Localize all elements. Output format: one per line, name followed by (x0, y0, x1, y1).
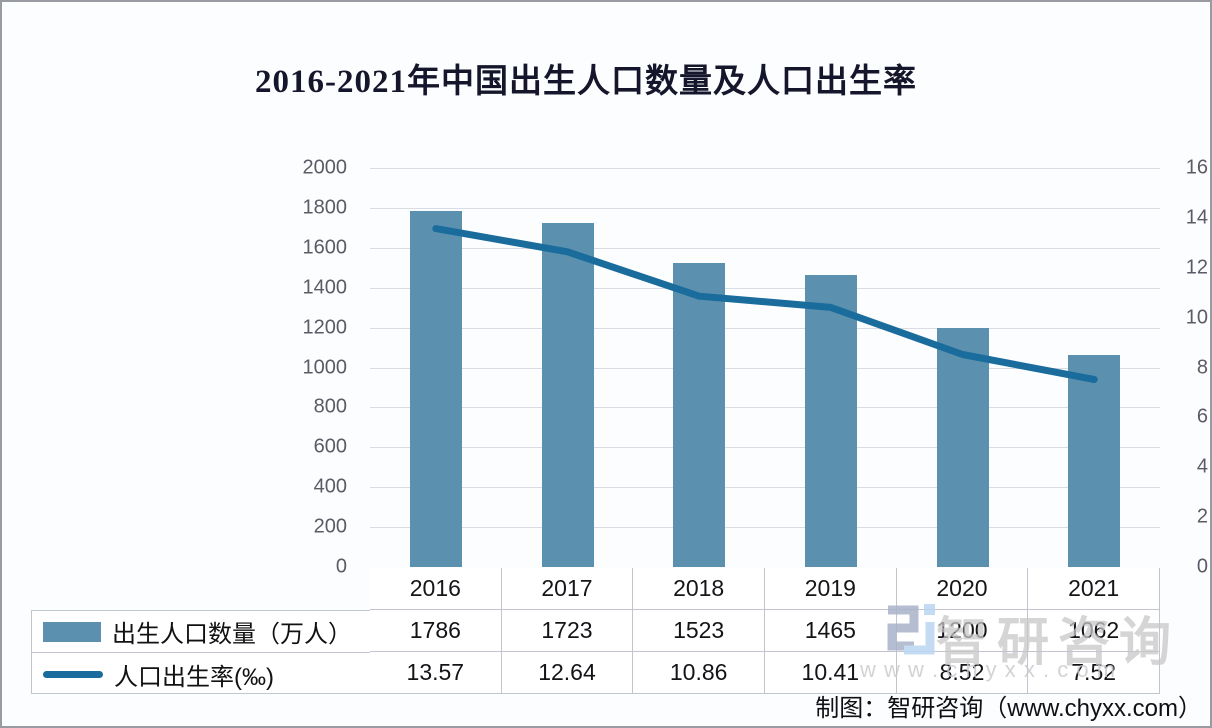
line-series-swatch (43, 670, 103, 678)
year-header-cell: 2021 (1028, 568, 1160, 610)
gridline (370, 487, 1160, 489)
bar-series-swatch (43, 621, 101, 642)
legend-row: 出生人口数量（万人） (32, 611, 370, 653)
table-value-cell: 10.86 (633, 652, 765, 694)
legend-row: 人口出生率(‰) (32, 653, 370, 695)
bar-2020 (936, 327, 989, 567)
left-axis-tick-label: 600 (313, 435, 347, 458)
table-value-cell: 8.52 (896, 652, 1029, 694)
gridline (370, 367, 1160, 369)
right-axis-tick-label: 16 (1185, 156, 1208, 179)
table-value-cell: 10.41 (765, 652, 897, 694)
right-axis-tick-label: 6 (1196, 405, 1208, 428)
birth-rate-line (432, 225, 1098, 383)
right-axis: 0 2 4 6 8 10 12 14 16 (1160, 157, 1208, 578)
gridline (370, 207, 1160, 209)
gridline (370, 447, 1160, 449)
bar-2019 (804, 274, 857, 567)
table-value-cell: 13.57 (370, 652, 502, 694)
table-value-cell: 7.52 (1028, 652, 1160, 694)
year-header-cell: 2019 (765, 568, 897, 610)
left-axis-tick-label: 1400 (302, 276, 348, 299)
year-header-cell: 2016 (370, 568, 502, 610)
table-value-cell: 1200 (896, 610, 1029, 652)
left-axis-tick-label: 1000 (302, 356, 348, 378)
gridline (370, 168, 1160, 169)
gridline (370, 247, 1160, 249)
right-axis-tick-label: 2 (1196, 505, 1208, 528)
legend: 出生人口数量（万人） 人口出生率(‰) (31, 610, 370, 694)
table-value-cell: 1723 (501, 610, 634, 652)
left-axis-tick-label: 400 (313, 475, 347, 498)
left-axis-tick-label: 200 (313, 515, 347, 538)
left-axis-tick-label: 800 (313, 395, 347, 418)
credit-line: 制图：智研咨询（www.chyxx.com） (815, 695, 1202, 722)
table-value-cell: 1062 (1028, 610, 1160, 652)
plot-area (370, 168, 1160, 567)
left-axis-tick-label: 1200 (302, 316, 348, 339)
legend-label: 出生人口数量（万人） (112, 621, 352, 648)
right-axis-tick-label: 0 (1196, 555, 1208, 578)
year-header-cell: 2017 (501, 568, 634, 610)
legend-label: 人口出生率(‰) (114, 663, 274, 691)
table-value-cell: 1786 (370, 610, 502, 652)
table-value-cell: 1523 (633, 610, 765, 652)
left-axis-tick-label: 1600 (302, 236, 348, 259)
gridline (370, 407, 1160, 409)
gridline (370, 527, 1160, 529)
year-header-cell: 2020 (896, 568, 1029, 610)
chart-title: 2016-2021年中国出生人口数量及人口出生率 (255, 64, 917, 100)
right-axis-tick-label: 14 (1185, 206, 1208, 229)
right-axis-tick-label: 12 (1185, 256, 1208, 279)
left-axis-tick-label: 2000 (302, 156, 348, 179)
table-value-cell: 1465 (765, 610, 897, 652)
bar-2016 (409, 210, 462, 567)
bar-2018 (673, 263, 726, 567)
left-axis-tick-label: 1800 (302, 196, 348, 219)
bar-2017 (541, 223, 594, 567)
bar-2021 (1068, 355, 1121, 567)
gridline (370, 287, 1160, 289)
right-axis-tick-label: 4 (1196, 455, 1208, 478)
left-axis-tick-label: 0 (335, 555, 347, 578)
left-axis: 0 200 400 600 800 1000 1200 1400 1600 1800 2000 (2, 157, 348, 578)
right-axis-tick-label: 10 (1185, 306, 1208, 329)
right-axis-tick-label: 8 (1196, 356, 1208, 378)
gridline (370, 327, 1160, 329)
table-value-cell: 12.64 (501, 652, 634, 694)
year-header-cell: 2018 (633, 568, 765, 610)
